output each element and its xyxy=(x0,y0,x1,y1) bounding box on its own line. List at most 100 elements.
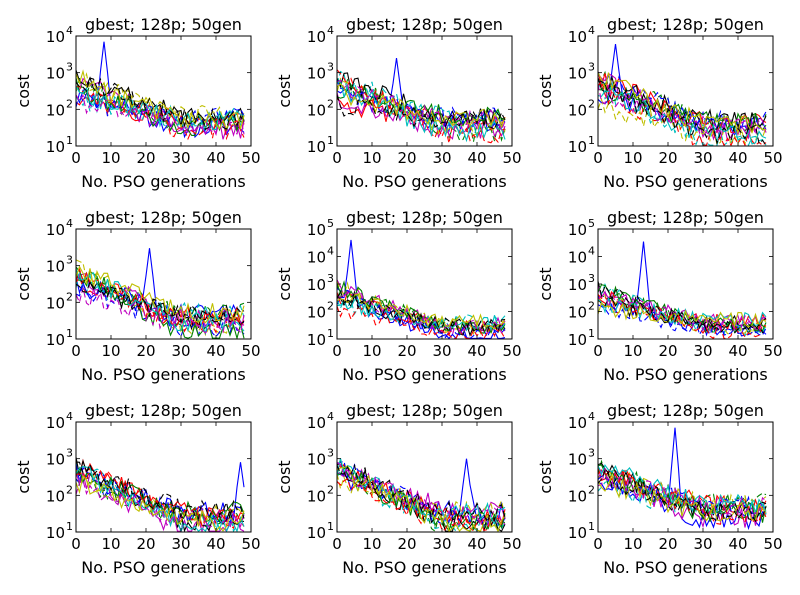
y-tick-exponent: 4 xyxy=(588,24,595,37)
x-tick-label: 10 xyxy=(362,535,381,553)
y-tick-label: 10 xyxy=(568,101,587,119)
y-tick-label: 10 xyxy=(307,101,326,119)
x-tick-label: 20 xyxy=(136,342,155,360)
series-line xyxy=(337,70,506,130)
x-tick-label: 40 xyxy=(467,342,486,360)
axes-frame xyxy=(597,35,774,147)
series-line xyxy=(76,91,245,129)
y-axis-label: cost xyxy=(14,267,33,300)
y-tick-exponent: 3 xyxy=(588,272,595,285)
x-tick-label: 40 xyxy=(467,149,486,167)
y-tick-exponent: 2 xyxy=(66,290,73,303)
y-axis-label: cost xyxy=(14,460,33,493)
x-tick-label: 30 xyxy=(432,342,451,360)
series-line xyxy=(337,77,506,136)
x-tick-label: 0 xyxy=(332,535,342,553)
y-tick-exponent: 3 xyxy=(327,272,334,285)
series-group xyxy=(337,239,506,339)
series-line xyxy=(337,83,506,129)
y-tick-label: 10 xyxy=(568,487,587,505)
y-tick-exponent: 2 xyxy=(66,97,73,110)
x-tick-label: 10 xyxy=(101,342,120,360)
y-tick-label: 10 xyxy=(568,221,587,239)
y-tick-label: 10 xyxy=(46,414,65,432)
x-tick-label: 50 xyxy=(502,149,521,167)
series-line xyxy=(337,94,506,130)
x-tick-label: 30 xyxy=(432,535,451,553)
series-line xyxy=(76,463,245,525)
y-tick-label: 10 xyxy=(307,487,326,505)
x-tick-label: 0 xyxy=(593,342,603,360)
y-tick-label: 10 xyxy=(568,524,587,542)
x-tick-label: 40 xyxy=(467,535,486,553)
y-tick-label: 10 xyxy=(307,65,326,83)
y-tick-exponent: 4 xyxy=(66,24,73,37)
x-tick-label: 0 xyxy=(593,149,603,167)
y-tick-label: 10 xyxy=(568,331,587,349)
series-line xyxy=(337,293,506,330)
x-tick-label: 50 xyxy=(763,342,782,360)
series-line xyxy=(598,293,767,336)
y-tick-label: 10 xyxy=(307,276,326,294)
y-tick-exponent: 1 xyxy=(66,134,73,147)
x-axis-label: No. PSO generations xyxy=(603,558,767,577)
x-tick-label: 50 xyxy=(502,342,521,360)
y-axis-label: cost xyxy=(536,74,555,107)
x-tick-label: 20 xyxy=(397,149,416,167)
y-tick-label: 10 xyxy=(568,138,587,156)
series-group xyxy=(598,427,767,531)
axes-frame xyxy=(75,228,252,340)
series-line xyxy=(76,466,245,530)
series-line xyxy=(76,77,245,131)
x-tick-label: 0 xyxy=(71,535,81,553)
y-tick-label: 10 xyxy=(307,524,326,542)
x-tick-label: 50 xyxy=(241,149,260,167)
y-tick-label: 10 xyxy=(46,221,65,239)
y-tick-exponent: 3 xyxy=(66,447,73,460)
series-line xyxy=(76,286,245,334)
axes-frame xyxy=(336,421,513,533)
y-tick-exponent: 1 xyxy=(327,520,334,533)
subplot-title: gbest; 128p; 50gen xyxy=(346,401,503,420)
series-line xyxy=(598,464,767,518)
y-tick-label: 10 xyxy=(568,249,587,267)
x-tick-label: 20 xyxy=(658,535,677,553)
y-tick-label: 10 xyxy=(307,451,326,469)
series-line xyxy=(76,466,245,523)
x-tick-label: 50 xyxy=(241,342,260,360)
y-tick-label: 10 xyxy=(307,221,326,239)
y-tick-label: 10 xyxy=(568,276,587,294)
x-tick-label: 50 xyxy=(241,535,260,553)
y-tick-exponent: 1 xyxy=(66,520,73,533)
series-line xyxy=(598,84,767,137)
series-line xyxy=(76,72,245,127)
x-tick-label: 10 xyxy=(101,149,120,167)
y-tick-exponent: 2 xyxy=(327,300,334,313)
series-line xyxy=(337,69,506,144)
series-line xyxy=(598,469,767,523)
x-tick-label: 50 xyxy=(763,535,782,553)
y-tick-exponent: 4 xyxy=(588,245,595,258)
series-group xyxy=(76,41,245,141)
y-tick-label: 10 xyxy=(568,414,587,432)
y-tick-exponent: 4 xyxy=(588,410,595,423)
axes-frame xyxy=(597,421,774,533)
y-tick-label: 10 xyxy=(307,414,326,432)
series-line xyxy=(598,70,767,133)
series-line xyxy=(76,280,245,324)
y-tick-label: 10 xyxy=(46,451,65,469)
x-axis-label: No. PSO generations xyxy=(342,172,506,191)
y-tick-exponent: 1 xyxy=(588,520,595,533)
series-line xyxy=(337,462,506,527)
series-line xyxy=(337,289,506,333)
y-tick-exponent: 1 xyxy=(327,134,334,147)
series-line xyxy=(76,456,245,532)
x-tick-label: 0 xyxy=(593,535,603,553)
y-tick-exponent: 4 xyxy=(327,245,334,258)
y-tick-exponent: 3 xyxy=(66,61,73,74)
y-tick-label: 10 xyxy=(46,138,65,156)
y-tick-exponent: 3 xyxy=(327,447,334,460)
series-line xyxy=(76,41,245,139)
series-line xyxy=(598,281,767,335)
